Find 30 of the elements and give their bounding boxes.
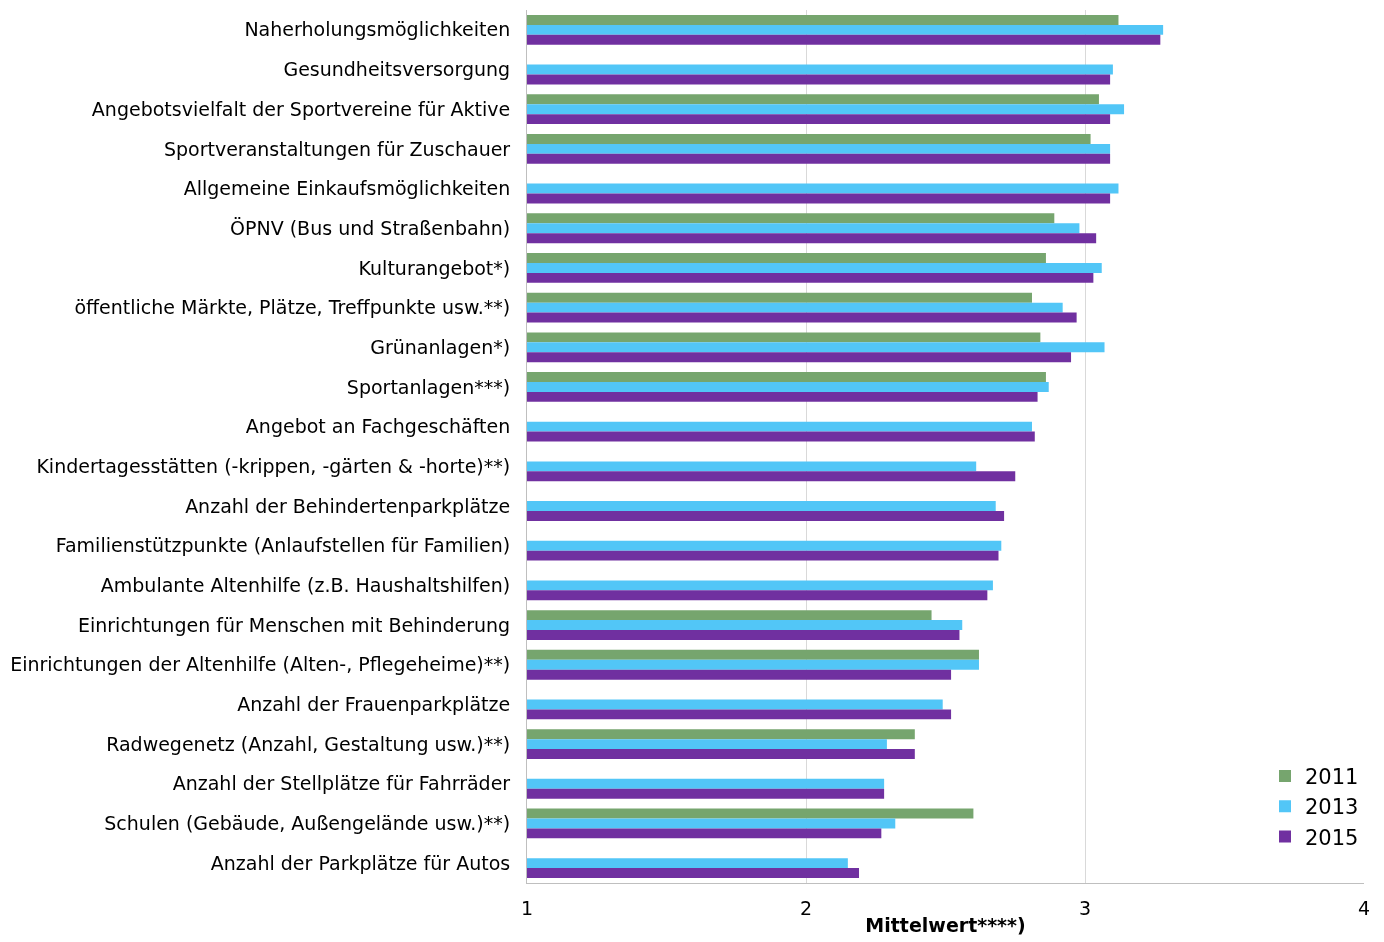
y-tick-label: ÖPNV (Bus und Straßenbahn) [230, 216, 511, 239]
y-tick-label: Anzahl der Frauenparkplätze [237, 693, 511, 716]
y-tick-label: Angebotsvielfalt der Sportvereine für Aktive [91, 97, 511, 120]
y-tick-label: Einrichtungen der Altenhilfe (Alten-, Pflegeheime)**) [10, 653, 511, 676]
y-tick-label: Sportveranstaltungen für Zuschauer [163, 137, 511, 160]
x-tick-label: 4 [1357, 896, 1371, 919]
y-tick-label: Kulturangebot*) [358, 256, 511, 279]
x-tick-label: 2 [799, 896, 813, 919]
y-tick-label: Anzahl der Behindertenparkplätze [185, 494, 511, 517]
y-tick-label: Anzahl der Stellplätze für Fahrräder [172, 772, 511, 795]
x-axis-title: Mittelwert****) [865, 913, 1026, 936]
y-tick-label: Familienstützpunkte (Anlaufstellen für Familien) [55, 534, 511, 557]
legend-label: 2015 [1305, 825, 1359, 850]
y-tick-label: Kindertagesstätten (-krippen, -gärten & -horte)**) [36, 454, 511, 477]
y-tick-label: öffentliche Märkte, Plätze, Treffpunkte usw.**) [74, 296, 511, 319]
legend-label: 2011 [1305, 765, 1359, 790]
y-tick-label: Gesundheitsversorgung [283, 58, 511, 81]
y-tick-label: Anzahl der Parkplätze für Autos [210, 851, 511, 874]
x-tick-label: 1 [520, 896, 534, 919]
y-tick-label: Naherholungsmöglichkeiten [244, 18, 511, 41]
y-tick-label: Grünanlagen*) [370, 335, 511, 358]
y-tick-label: Radwegenetz (Anzahl, Gestaltung usw.)**) [106, 732, 511, 755]
legend-label: 2013 [1305, 795, 1359, 820]
y-tick-label: Sportanlagen***) [346, 375, 511, 398]
y-tick-label: Einrichtungen für Menschen mit Behinderung [77, 613, 511, 636]
y-tick-label: Schulen (Gebäude, Außengelände usw.)**) [104, 812, 511, 835]
y-tick-label: Angebot an Fachgeschäften [245, 415, 511, 438]
y-tick-label: Allgemeine Einkaufsmöglichkeiten [183, 177, 511, 200]
y-tick-label: Ambulante Altenhilfe (z.B. Haushaltshilfen) [100, 574, 511, 597]
x-tick-label: 3 [1078, 896, 1092, 919]
